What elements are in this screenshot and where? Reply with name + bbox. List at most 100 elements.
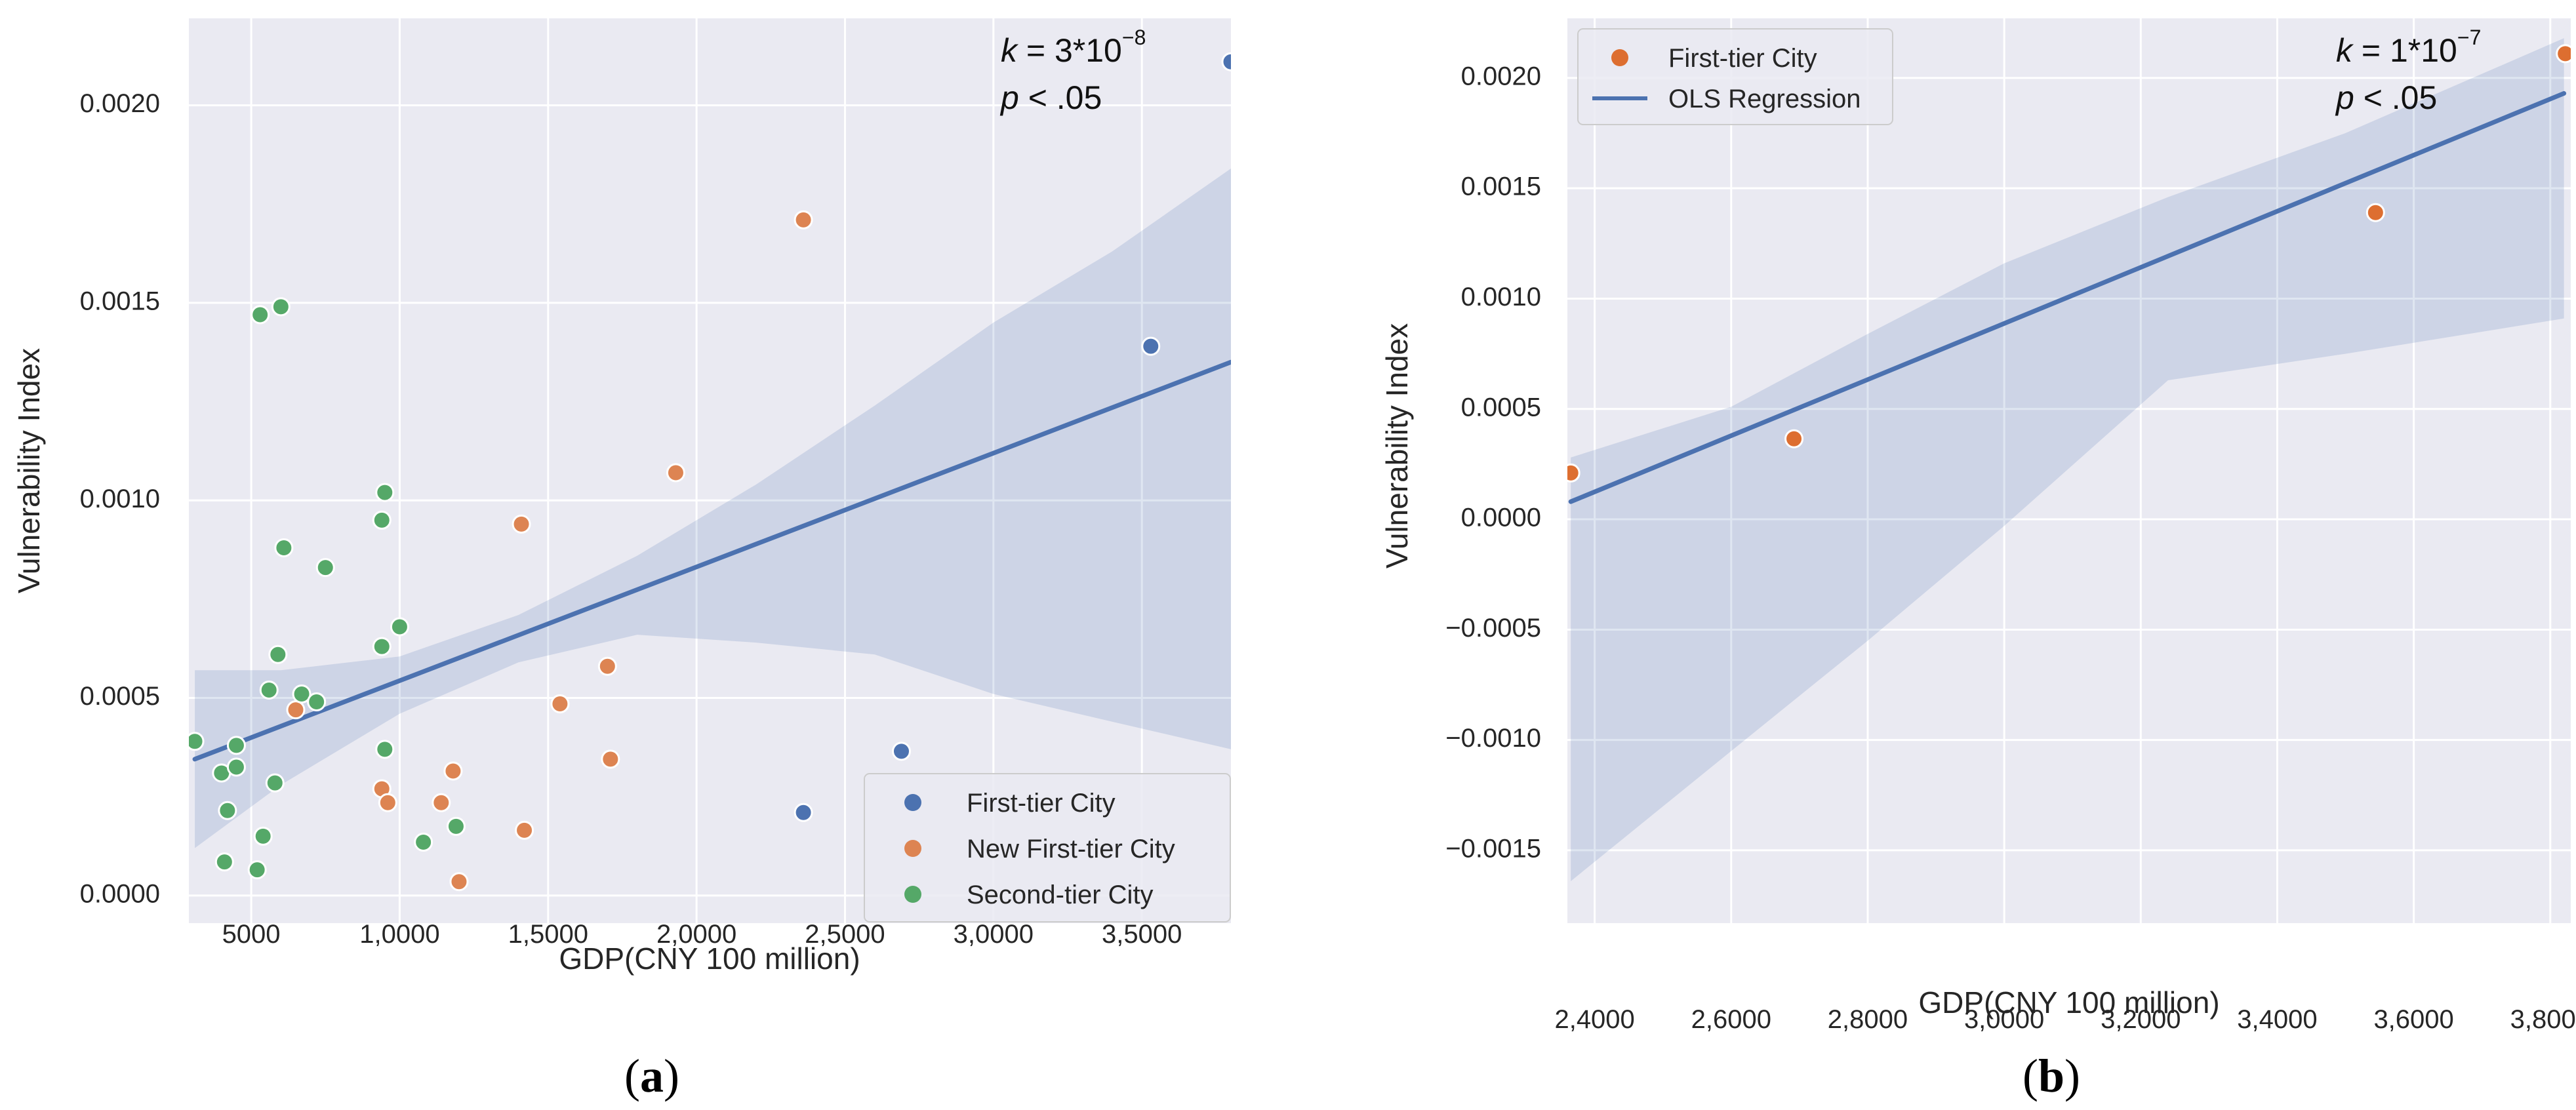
y-tick-labels-a: 0.0000 0.0005 0.0010 0.0015 0.0020: [80, 89, 160, 908]
legend-label-ols-b: OLS Regression: [1668, 85, 1861, 113]
point-new-first-tier-city: [550, 694, 570, 714]
x-tick-label: 2,6000: [1691, 1005, 1771, 1034]
chart-panel-b: 2,4000 2,6000 2,8000 3,0000 3,2000 3,4000 3,60…: [1380, 18, 2576, 1102]
point-new-first-tier-city: [432, 793, 451, 812]
x-tick-label: 2,4000: [1554, 1005, 1634, 1034]
point-second-tier-city: [307, 692, 327, 712]
y-tick-labels-b: −0.0015 −0.0010 −0.0005 0.0000 0.0005 0.0010 0…: [1445, 62, 1541, 863]
legend-label-first-tier-b: First-tier City: [1668, 44, 1817, 73]
x-tick-label: 2,0000: [656, 920, 736, 949]
point-second-tier-city: [218, 801, 237, 820]
x-tick-labels-a: 5000 1,0000 1,5000 2,0000 2,5000 3,0000 3,5000: [222, 920, 1182, 949]
legend-marker-first-tier-b: [1611, 49, 1628, 66]
legend-frame-a: [864, 773, 1231, 922]
x-tick-label: 3,6000: [2373, 1005, 2453, 1034]
point-new-first-tier-city: [449, 872, 469, 892]
point-first-tier-city: [891, 742, 911, 761]
point-first-tier-city: [2365, 203, 2385, 222]
y-tick-label: 0.0005: [1461, 393, 1541, 422]
point-second-tier-city: [251, 305, 270, 325]
point-first-tier-city: [1141, 336, 1161, 356]
point-second-tier-city: [259, 680, 279, 700]
point-new-first-tier-city: [443, 761, 463, 781]
regression-line-b: [1568, 90, 2567, 504]
y-tick-label: 0.0000: [80, 879, 160, 908]
point-second-tier-city: [446, 816, 466, 836]
x-axis-label-a: GDP(CNY 100 million): [559, 942, 860, 976]
point-second-tier-city: [214, 852, 234, 872]
data-points-a: [189, 52, 1231, 892]
y-tick-label: 0.0010: [1461, 283, 1541, 311]
point-second-tier-city: [226, 757, 246, 777]
point-new-first-tier-city: [378, 793, 397, 812]
y-tick-label: −0.0005: [1445, 614, 1541, 643]
x-tick-label: 3,0000: [954, 920, 1034, 949]
point-second-tier-city: [375, 483, 395, 502]
y-axis-label-a: Vulnerability Index: [12, 348, 46, 593]
point-second-tier-city: [253, 826, 273, 846]
legend-marker-second-tier-a: [904, 886, 921, 903]
point-new-first-tier-city: [512, 514, 531, 534]
point-first-tier-city: [1567, 463, 1580, 483]
y-tick-label: 0.0020: [80, 89, 160, 118]
point-second-tier-city: [274, 538, 294, 558]
point-second-tier-city: [292, 684, 312, 704]
y-tick-label: 0.0015: [80, 287, 160, 315]
legend-label-first-tier-a: First-tier City: [967, 789, 1116, 818]
y-tick-label: 0.0015: [1461, 172, 1541, 201]
annotation-k-a: k = 3*10−8: [1001, 26, 1146, 69]
annotation-p-b: p < .05: [2335, 79, 2437, 116]
point-second-tier-city: [189, 732, 205, 751]
y-tick-label: 0.0005: [80, 682, 160, 711]
point-new-first-tier-city: [286, 700, 306, 720]
point-first-tier-city: [794, 803, 813, 822]
regression-line-a: [192, 359, 1231, 762]
plot-area-b: [1567, 18, 2571, 923]
x-tick-label: 3,5000: [1102, 920, 1182, 949]
x-tick-label: 3,2000: [2101, 1005, 2181, 1034]
point-new-first-tier-city: [794, 210, 813, 229]
y-axis-label-b: Vulnerability Index: [1380, 323, 1414, 568]
point-new-first-tier-city: [515, 820, 534, 840]
annotation-p-a: p < .05: [999, 79, 1102, 116]
point-second-tier-city: [375, 740, 395, 759]
point-second-tier-city: [247, 860, 267, 880]
point-second-tier-city: [271, 297, 291, 317]
point-first-tier-city: [2556, 44, 2571, 64]
annotation-k-b: k = 1*10−7: [2336, 26, 2481, 69]
confidence-band-a: [195, 168, 1231, 848]
x-tick-label: 2,5000: [805, 920, 885, 949]
point-second-tier-city: [265, 773, 285, 793]
confidence-band-b: [1571, 38, 2564, 881]
point-new-first-tier-city: [597, 656, 617, 676]
x-tick-label: 3,8000: [2510, 1005, 2576, 1034]
point-second-tier-city: [315, 558, 335, 578]
point-first-tier-city: [1221, 52, 1231, 71]
subfigure-label-b: (b): [2023, 1050, 2080, 1102]
x-tick-label: 1,5000: [508, 920, 588, 949]
legend-marker-first-tier-a: [904, 794, 921, 811]
point-new-first-tier-city: [601, 749, 620, 769]
y-tick-label: −0.0015: [1445, 834, 1541, 863]
y-tick-label: 0.0010: [80, 485, 160, 513]
legend-label-second-tier-a: Second-tier City: [967, 881, 1154, 909]
point-second-tier-city: [414, 832, 433, 852]
point-second-tier-city: [372, 637, 392, 656]
x-axis-label-b: GDP(CNY 100 million): [1918, 985, 2219, 1020]
point-new-first-tier-city: [666, 463, 685, 483]
point-second-tier-city: [372, 510, 392, 530]
legend-a: First-tier City New First-tier City Seco…: [864, 773, 1231, 922]
y-tick-label: 0.0000: [1461, 504, 1541, 532]
y-tick-label: −0.0010: [1445, 724, 1541, 753]
x-tick-label: 1,0000: [359, 920, 439, 949]
gridlines-a: [189, 18, 1231, 923]
subfigure-label-a: (a): [624, 1050, 679, 1102]
data-points-b: [1567, 44, 2571, 483]
legend-label-new-first-tier-a: New First-tier City: [967, 835, 1175, 863]
point-first-tier-city: [1784, 429, 1804, 448]
legend-b: First-tier City OLS Regression: [1577, 28, 1893, 125]
point-second-tier-city: [390, 617, 409, 637]
point-second-tier-city: [226, 736, 246, 755]
legend-frame-b: [1577, 28, 1893, 125]
